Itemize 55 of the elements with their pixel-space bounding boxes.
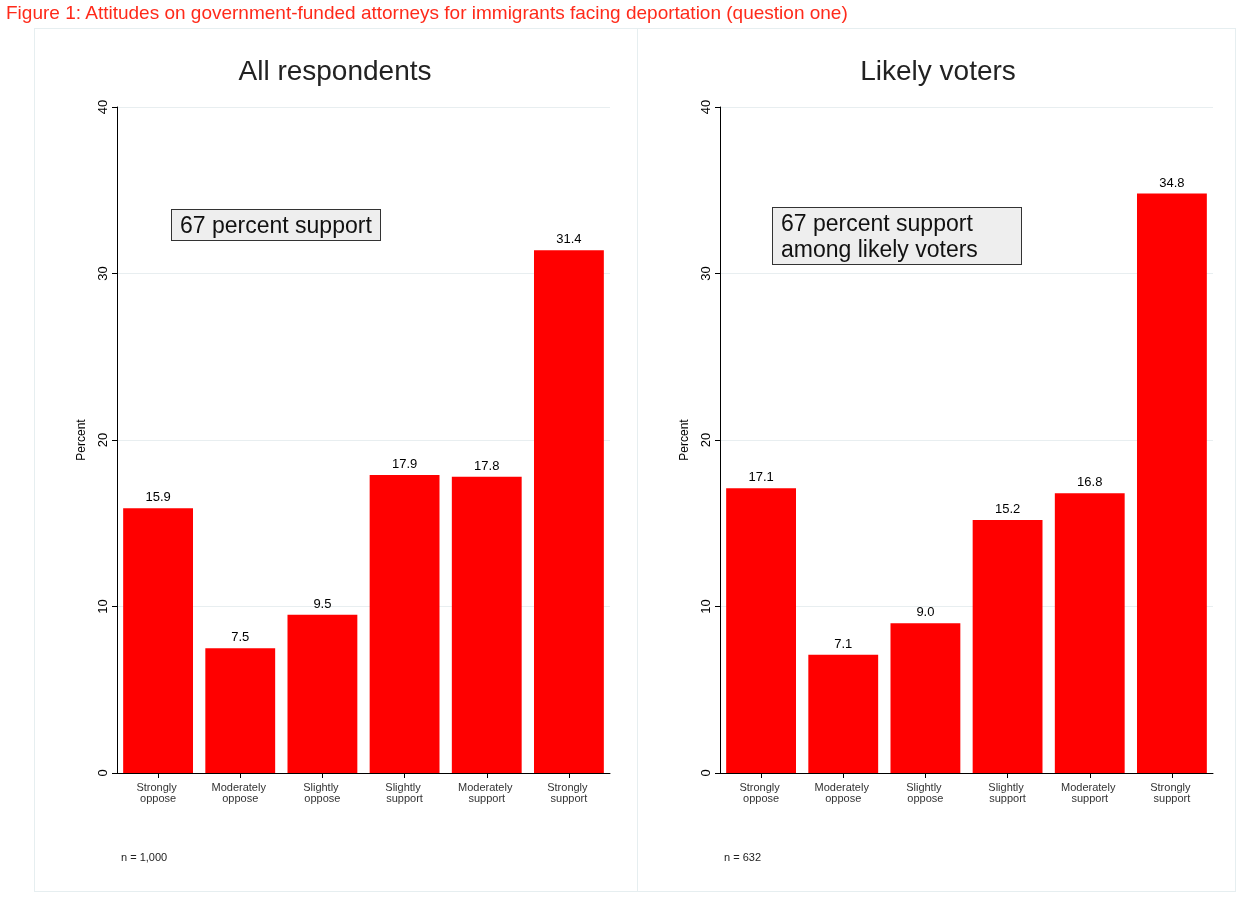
y-tick-label: 40 xyxy=(95,99,110,115)
y-tick-label: 20 xyxy=(95,432,110,448)
bar xyxy=(451,476,522,773)
data-label: 9.5 xyxy=(313,595,332,611)
bar xyxy=(205,648,276,773)
data-label: 9.0 xyxy=(916,604,935,620)
data-label: 31.4 xyxy=(556,231,582,247)
data-label: 16.8 xyxy=(1077,474,1103,490)
bar xyxy=(972,519,1043,773)
x-tick-label: Moderately support xyxy=(1061,780,1119,804)
x-tick-label: Slightly support xyxy=(385,780,424,804)
data-label: 15.2 xyxy=(994,500,1021,516)
data-label: 17.1 xyxy=(748,469,774,485)
annotation: 67 percent support among likely voters xyxy=(772,207,1022,265)
data-label: 7.1 xyxy=(834,635,853,651)
x-tick-label: Strongly oppose xyxy=(136,780,180,804)
x-tick-label: Strongly support xyxy=(547,780,591,804)
bar xyxy=(369,474,440,773)
x-tick-label: Moderately support xyxy=(458,780,516,804)
bar xyxy=(890,623,961,773)
x-tick-label: Slightly oppose xyxy=(906,780,945,804)
chart-title: Likely voters xyxy=(860,54,1016,86)
y-axis-title: Percent xyxy=(74,418,88,461)
text: n = 632 xyxy=(724,851,762,863)
text: n = 1,000 xyxy=(121,851,168,863)
bar xyxy=(1137,193,1207,773)
y-tick-label: 0 xyxy=(95,769,110,777)
y-axis-title: Percent xyxy=(677,418,691,461)
annotation: 67 percent support xyxy=(171,209,381,241)
y-tick-label: 30 xyxy=(698,266,713,281)
y-tick-label: 40 xyxy=(698,99,713,115)
bar xyxy=(287,614,358,773)
x-tick-label: Strongly support xyxy=(1150,780,1194,804)
chart-title: All respondents xyxy=(238,54,432,86)
data-label: 17.9 xyxy=(391,455,418,471)
bar xyxy=(534,250,604,773)
bar xyxy=(123,508,193,773)
x-tick-label: Strongly oppose xyxy=(739,780,783,804)
y-tick-label: 10 xyxy=(95,599,110,614)
bar xyxy=(808,654,879,773)
y-tick-label: 10 xyxy=(698,599,713,614)
x-tick-label: Moderately oppose xyxy=(211,780,269,804)
y-tick-label: 20 xyxy=(698,432,713,448)
data-label: 34.8 xyxy=(1159,174,1185,190)
x-tick-label: Slightly oppose xyxy=(303,780,342,804)
data-label: 7.5 xyxy=(231,629,250,645)
y-tick-label: 30 xyxy=(95,266,110,281)
data-label: 17.8 xyxy=(474,457,500,473)
y-tick-label: 0 xyxy=(698,769,713,777)
x-tick-label: Slightly support xyxy=(988,780,1027,804)
caption: Figure 1: Attitudes on government-funded attorneys for immigrants facing deportation (question one) xyxy=(6,2,848,24)
bar xyxy=(726,488,796,773)
x-tick-label: Moderately oppose xyxy=(814,780,872,804)
bar xyxy=(1054,493,1125,773)
data-label: 15.9 xyxy=(145,489,171,505)
